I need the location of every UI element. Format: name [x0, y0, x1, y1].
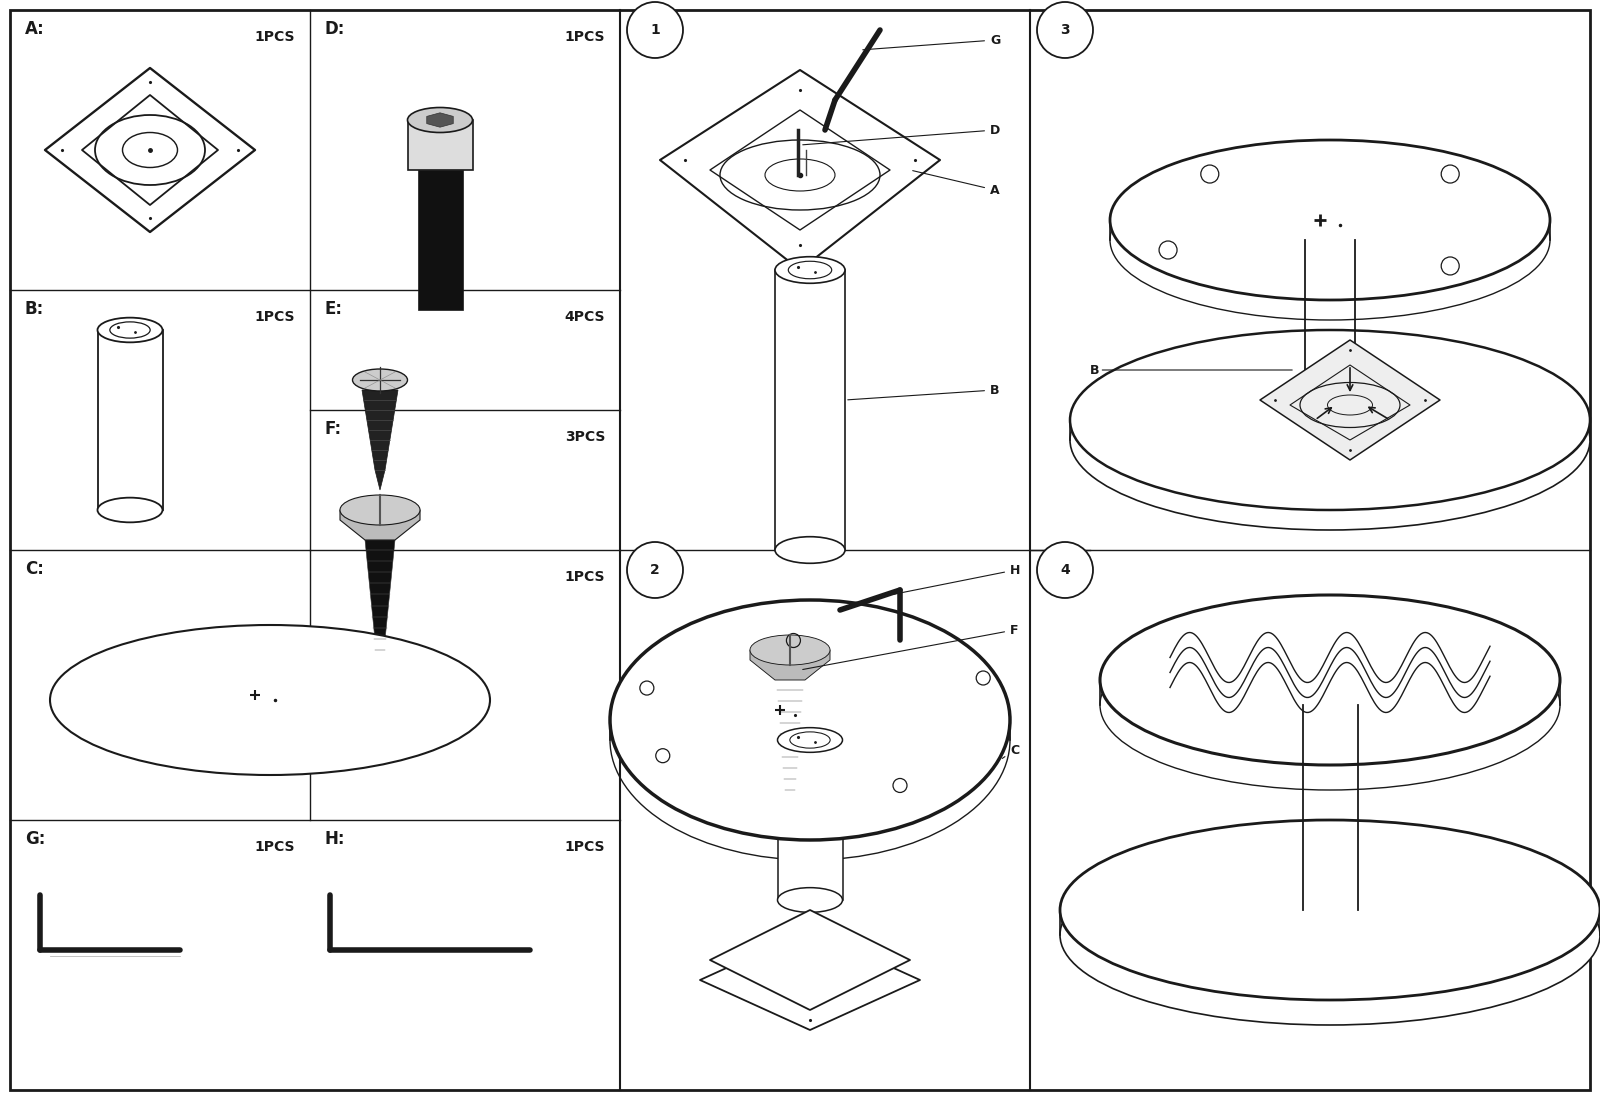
Ellipse shape: [778, 728, 843, 752]
Text: A: A: [912, 170, 1000, 197]
Ellipse shape: [50, 625, 490, 776]
Text: C:: C:: [26, 560, 43, 578]
Polygon shape: [750, 650, 830, 680]
Text: 1PCS: 1PCS: [565, 30, 605, 44]
Text: F: F: [803, 624, 1019, 670]
Text: H: H: [893, 563, 1021, 594]
Text: 1PCS: 1PCS: [254, 840, 294, 854]
Ellipse shape: [1110, 140, 1550, 300]
Text: B:: B:: [26, 300, 45, 318]
Polygon shape: [774, 680, 805, 820]
Circle shape: [1442, 257, 1459, 275]
Circle shape: [627, 542, 683, 598]
Text: 1PCS: 1PCS: [565, 840, 605, 854]
Ellipse shape: [408, 108, 472, 132]
Text: G:: G:: [26, 830, 45, 848]
Ellipse shape: [1070, 330, 1590, 510]
Circle shape: [1037, 2, 1093, 58]
Text: A:: A:: [26, 20, 45, 38]
Text: F:: F:: [325, 420, 342, 438]
Bar: [778, 740, 843, 900]
Circle shape: [1158, 241, 1178, 258]
Text: 1PCS: 1PCS: [254, 30, 294, 44]
Polygon shape: [661, 70, 941, 270]
Circle shape: [1037, 542, 1093, 598]
Ellipse shape: [778, 888, 843, 912]
Bar: [418, 170, 462, 310]
Ellipse shape: [610, 600, 1010, 840]
Text: B: B: [1090, 363, 1293, 376]
Text: 4PCS: 4PCS: [565, 310, 605, 324]
Circle shape: [1200, 165, 1219, 183]
Ellipse shape: [98, 497, 163, 522]
Bar: [408, 120, 472, 170]
Polygon shape: [710, 910, 910, 1010]
Ellipse shape: [774, 537, 845, 563]
Polygon shape: [339, 510, 419, 540]
Text: E:: E:: [325, 300, 342, 318]
Text: 1PCS: 1PCS: [565, 570, 605, 584]
Polygon shape: [701, 930, 920, 1030]
Ellipse shape: [352, 368, 408, 390]
Ellipse shape: [774, 256, 845, 284]
Ellipse shape: [98, 318, 163, 342]
Ellipse shape: [750, 635, 830, 666]
Text: B: B: [848, 384, 1000, 399]
Text: 4: 4: [1061, 563, 1070, 578]
Bar: [98, 330, 163, 510]
Text: 1PCS: 1PCS: [254, 310, 294, 324]
Text: 3: 3: [1061, 23, 1070, 37]
Text: D: D: [803, 123, 1000, 145]
Polygon shape: [365, 540, 395, 680]
Polygon shape: [362, 390, 398, 490]
Ellipse shape: [1059, 820, 1600, 1000]
Ellipse shape: [1101, 595, 1560, 764]
Text: G: G: [862, 33, 1000, 50]
Text: 2: 2: [650, 563, 659, 578]
Circle shape: [1442, 165, 1459, 183]
Text: D:: D:: [325, 20, 346, 38]
Polygon shape: [1261, 340, 1440, 460]
Text: C: C: [1002, 744, 1019, 758]
Text: H:: H:: [325, 830, 346, 848]
Text: 3PCS: 3PCS: [565, 430, 605, 444]
Ellipse shape: [1070, 350, 1590, 530]
Polygon shape: [45, 68, 254, 232]
Ellipse shape: [1059, 845, 1600, 1025]
Text: 1: 1: [650, 23, 659, 37]
Ellipse shape: [339, 495, 419, 525]
Circle shape: [627, 2, 683, 58]
Polygon shape: [427, 113, 453, 128]
Bar: [774, 270, 845, 550]
